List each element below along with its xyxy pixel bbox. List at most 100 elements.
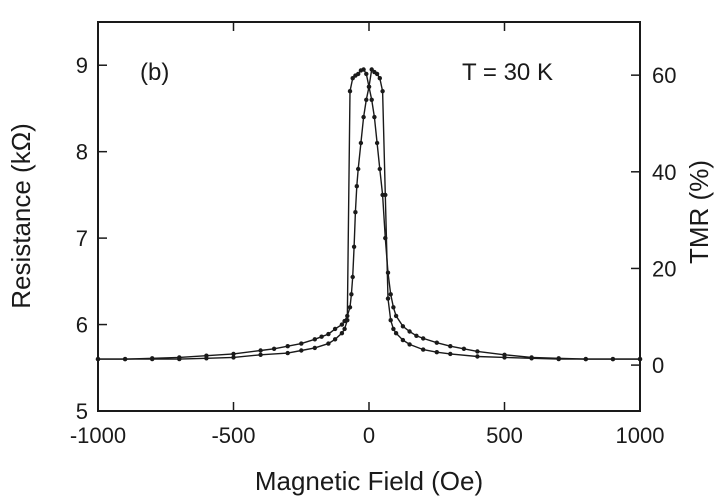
- series-2-point: [312, 345, 317, 351]
- series-2-point: [361, 67, 366, 72]
- y2-axis-title: TMR (%): [684, 160, 714, 264]
- y-tick-label: 5: [76, 399, 88, 424]
- series-1-point: [374, 71, 380, 77]
- series-2-point: [372, 114, 377, 120]
- y-axis-title: Resistance (kΩ): [6, 123, 36, 309]
- series-2-point: [369, 97, 374, 103]
- series-1-point: [299, 341, 304, 346]
- series-1-point: [231, 351, 236, 357]
- series-1-point: [391, 326, 396, 332]
- series-2-point: [583, 356, 588, 362]
- y2-tick-label: 60: [652, 63, 676, 88]
- series-2-point: [377, 166, 382, 172]
- series-2-point: [347, 89, 353, 94]
- series-1-point: [393, 331, 399, 336]
- series-2-point: [356, 71, 361, 77]
- series-1-point: [434, 350, 439, 355]
- series-2-point: [637, 356, 643, 362]
- series-1-point: [319, 334, 324, 339]
- series-1-point: [377, 76, 382, 81]
- series-2-point: [204, 356, 209, 361]
- series-1-point: [475, 354, 480, 359]
- series-2-line: [98, 68, 640, 360]
- series-2-point: [366, 84, 372, 90]
- series-2-point: [339, 331, 345, 336]
- series-2-point: [299, 348, 304, 353]
- x-axis-ticks: -1000 -500 0 500 1000: [70, 22, 665, 448]
- series-1-point: [339, 322, 345, 327]
- series-2-point: [364, 71, 369, 77]
- x-tick-label: 0: [363, 423, 375, 448]
- y2-tick-label: 20: [652, 256, 676, 281]
- y-tick-label: 9: [76, 53, 88, 78]
- series-2-point: [556, 356, 561, 361]
- series-1-point: [285, 344, 290, 349]
- y2-axis-ticks: 0 20 40 60: [631, 63, 676, 378]
- series-1-point: [400, 337, 406, 343]
- series-1-point: [407, 342, 412, 347]
- series-2-point: [150, 356, 155, 362]
- plot-frame: [97, 21, 641, 412]
- series-2-point: [177, 356, 182, 362]
- y-axis-ticks: 5 6 7 8 9: [76, 53, 107, 424]
- series-2-point: [383, 235, 388, 241]
- x-tick-label: 500: [486, 423, 523, 448]
- series-2-point: [475, 349, 480, 354]
- temperature-annotation: T = 30 K: [462, 59, 553, 86]
- series-2-point: [374, 140, 380, 146]
- series-1-point: [388, 318, 393, 323]
- series-1-point: [312, 337, 317, 342]
- series-2-point: [258, 352, 263, 357]
- y2-tick-label: 40: [652, 160, 676, 185]
- y2-tick-label: 0: [652, 353, 664, 378]
- series-2-point: [448, 344, 453, 349]
- series-1-point: [349, 292, 354, 297]
- series-1-point: [421, 347, 426, 352]
- series-1-point: [332, 326, 338, 332]
- series-1-point: [258, 348, 263, 353]
- series-2-point: [95, 356, 101, 362]
- x-tick-label: -500: [211, 423, 255, 448]
- series-2-point: [502, 352, 507, 357]
- series-1-point: [385, 296, 391, 301]
- x-tick-label: 1000: [616, 423, 665, 448]
- series-2-point: [414, 333, 419, 338]
- series-2-point: [345, 318, 350, 323]
- panel-label: (b): [140, 59, 169, 86]
- series-2-point: [385, 270, 391, 275]
- x-axis-title: Magnetic Field (Oe): [255, 466, 483, 496]
- series-2-point: [407, 329, 412, 334]
- series-2-point: [434, 340, 439, 345]
- series-layer: [95, 67, 643, 362]
- series-2-point: [285, 350, 290, 356]
- y-tick-label: 6: [76, 313, 88, 338]
- series-2-point: [461, 346, 467, 351]
- series-1-point: [351, 244, 357, 249]
- series-2-point: [391, 305, 396, 310]
- series-1-point: [448, 351, 453, 357]
- series-1-line: [98, 68, 640, 360]
- series-1-point: [353, 210, 358, 215]
- series-2-point: [326, 341, 331, 346]
- series-2-point: [610, 356, 616, 362]
- series-1-point: [361, 114, 366, 120]
- series-2-point: [421, 336, 426, 341]
- series-2-point: [332, 337, 338, 342]
- series-1-point: [380, 89, 385, 94]
- series-1-point: [350, 274, 355, 280]
- series-1-point: [356, 166, 361, 172]
- y-tick-label: 7: [76, 226, 88, 251]
- series-2-point: [342, 326, 347, 332]
- series-1-point: [358, 140, 364, 146]
- series-2-point: [400, 324, 406, 329]
- series-1-point: [271, 346, 277, 351]
- series-1-point: [347, 305, 353, 310]
- series-2-point: [529, 355, 534, 360]
- series-2-point: [393, 313, 399, 319]
- y-tick-label: 8: [76, 140, 88, 165]
- series-1-point: [326, 331, 331, 337]
- series-2-point: [388, 292, 393, 297]
- series-2-point: [380, 192, 385, 198]
- x-tick-label: -1000: [70, 423, 126, 448]
